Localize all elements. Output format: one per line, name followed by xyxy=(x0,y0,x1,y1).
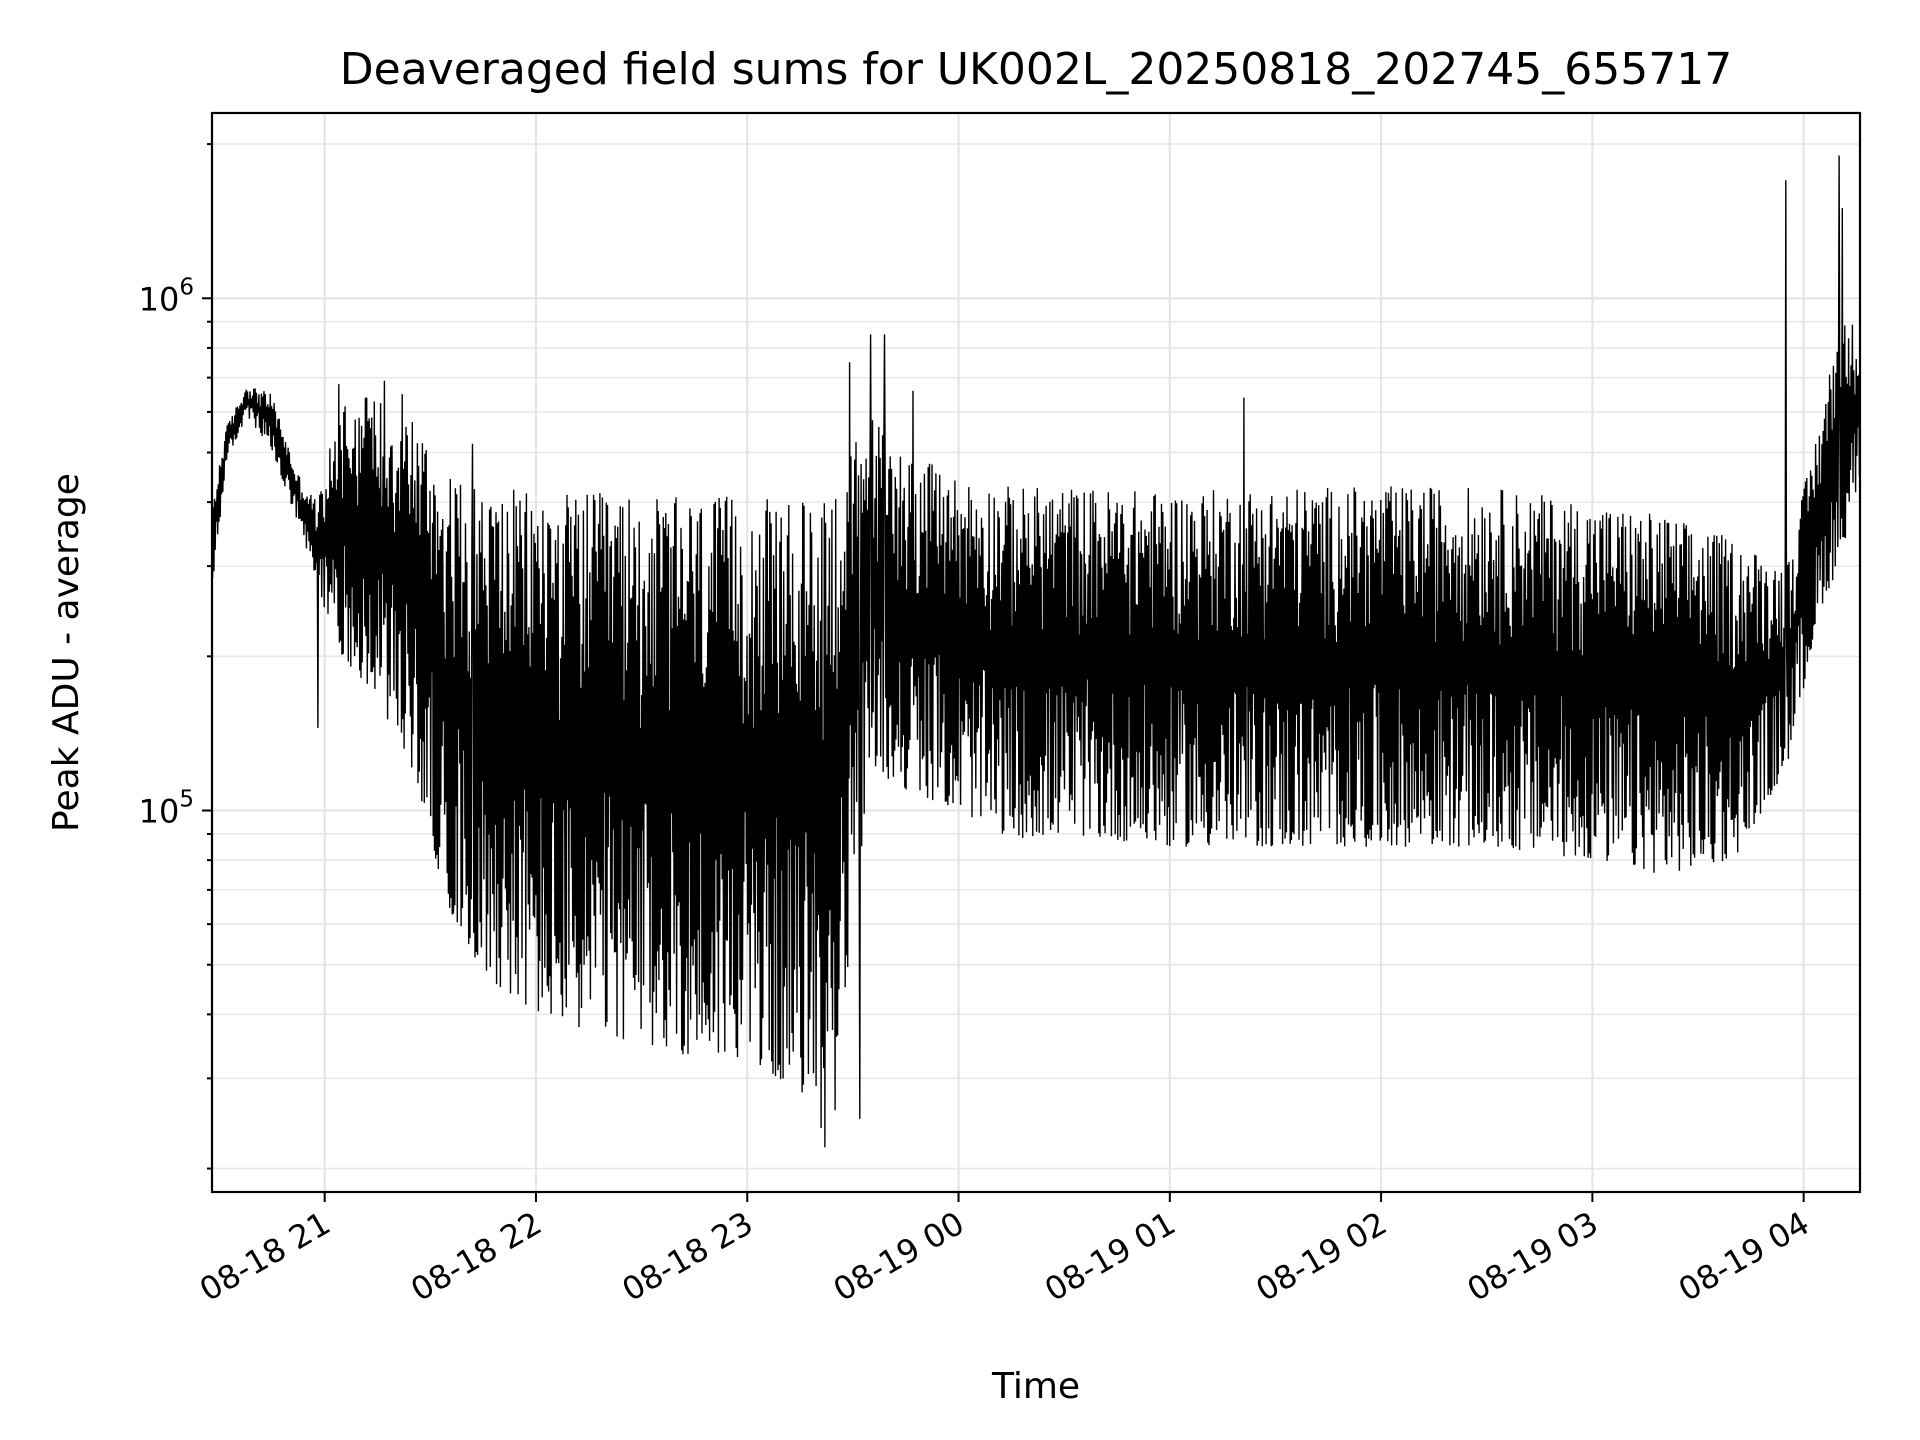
y-tick-base: 10 xyxy=(139,280,180,318)
y-tick-exponent: 5 xyxy=(179,787,194,813)
series-line xyxy=(211,155,1861,1148)
plot-frame xyxy=(210,111,1862,1194)
y-tick-exponent: 6 xyxy=(179,274,194,300)
y-tick-label: 106 xyxy=(139,274,194,318)
plot-area xyxy=(211,155,1861,1148)
y-axis-label: Peak ADU - average xyxy=(46,473,87,832)
y-tick-base: 10 xyxy=(139,793,180,831)
x-axis-label: Time xyxy=(991,1366,1080,1407)
chart-title: Deaveraged field sums for UK002L_2025081… xyxy=(340,44,1732,95)
y-tick-label: 105 xyxy=(139,787,194,831)
